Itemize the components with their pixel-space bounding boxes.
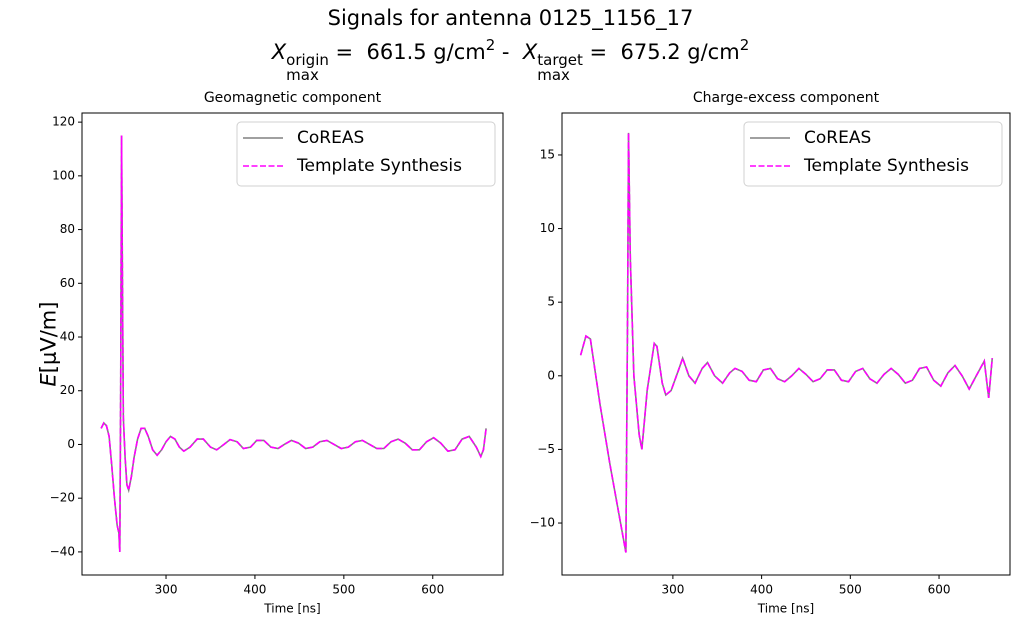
x-tick-label: 500 bbox=[332, 583, 355, 597]
legend-box bbox=[743, 121, 1003, 187]
superscript: 2 bbox=[485, 36, 496, 54]
axes-title: Geomagnetic component bbox=[204, 90, 382, 106]
y-tick-label: 40 bbox=[60, 330, 75, 344]
superscript: origin bbox=[286, 51, 329, 69]
y-tick-label: −20 bbox=[50, 491, 75, 505]
text-part: = 675.2 g/cm bbox=[582, 40, 740, 64]
y-tick-label: 60 bbox=[60, 276, 75, 290]
legend-label: Template Synthesis bbox=[803, 156, 969, 176]
y-tick-label: 120 bbox=[52, 115, 75, 129]
series-line bbox=[579, 132, 994, 553]
x-tick-label: 600 bbox=[928, 583, 951, 597]
axes-frame bbox=[81, 112, 504, 576]
x-tick-label: 300 bbox=[155, 583, 178, 597]
series-line bbox=[100, 135, 487, 552]
text-part: X bbox=[522, 40, 538, 64]
superscript: 2 bbox=[739, 36, 750, 54]
x-tick-label: 600 bbox=[421, 583, 444, 597]
text-part: = 661.5 g/cm bbox=[328, 40, 486, 64]
axes-title: Charge-excess component bbox=[693, 90, 880, 106]
axes-frame bbox=[561, 112, 1011, 576]
x-axis-label: Time [ns] bbox=[263, 602, 320, 616]
y-tick-label: −5 bbox=[537, 442, 555, 456]
text-part: X bbox=[271, 40, 287, 64]
legend-label: Template Synthesis bbox=[296, 156, 462, 176]
text-part: - bbox=[495, 40, 523, 64]
x-tick-label: 300 bbox=[661, 583, 684, 597]
y-tick-label: 80 bbox=[60, 222, 75, 236]
x-tick-label: 400 bbox=[750, 583, 773, 597]
x-tick-label: 500 bbox=[839, 583, 862, 597]
y-tick-label: 0 bbox=[547, 368, 555, 382]
legend-label: CoREAS bbox=[804, 128, 871, 148]
script-stack: target max bbox=[537, 53, 583, 83]
subscript: max bbox=[537, 66, 570, 84]
y-tick-label: 100 bbox=[52, 168, 75, 182]
subscript: max bbox=[286, 66, 319, 84]
figure-title: Signals for antenna 0125_1156_17 bbox=[327, 6, 694, 30]
script-stack: origin max bbox=[286, 53, 329, 83]
y-tick-label: 0 bbox=[67, 437, 75, 451]
series-line bbox=[579, 132, 994, 553]
series-line bbox=[100, 135, 487, 552]
legend-label: CoREAS bbox=[297, 128, 364, 148]
superscript: target bbox=[537, 51, 583, 69]
x-tick-label: 400 bbox=[243, 583, 266, 597]
y-tick-label: 20 bbox=[60, 383, 75, 397]
y-tick-label: 10 bbox=[540, 221, 555, 235]
y-tick-label: −40 bbox=[50, 544, 75, 558]
y-tick-label: −10 bbox=[530, 516, 555, 530]
x-axis-label: Time [ns] bbox=[757, 602, 814, 616]
y-tick-label: 15 bbox=[540, 147, 555, 161]
legend-box bbox=[236, 121, 496, 187]
y-tick-label: 5 bbox=[547, 295, 555, 309]
